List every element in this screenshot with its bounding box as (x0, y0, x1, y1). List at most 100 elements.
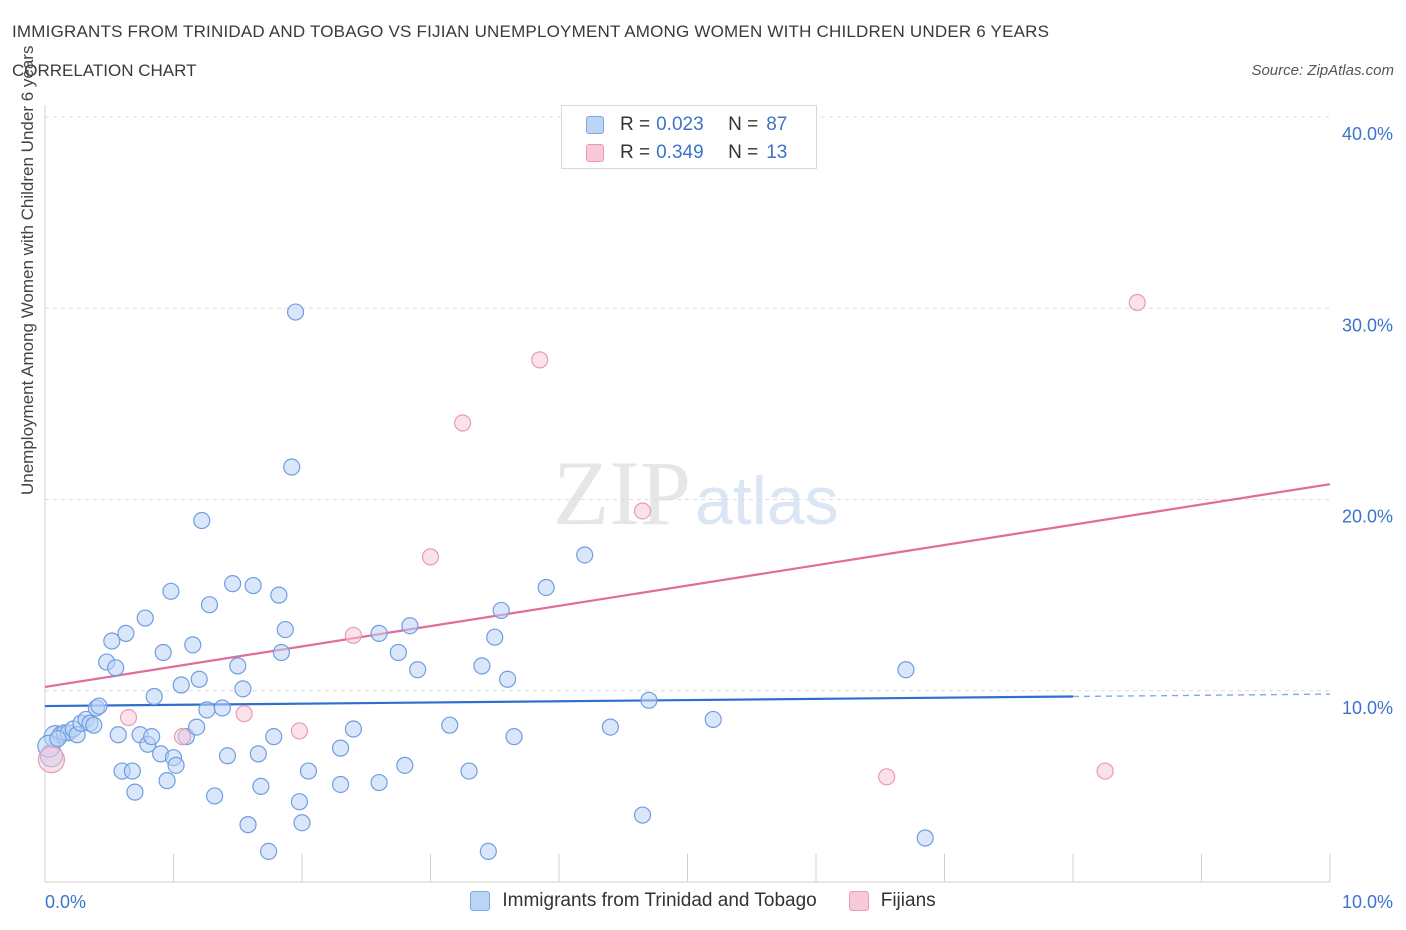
point-trinidad (200, 596, 219, 614)
series-legend: Immigrants from Trinidad and Tobago Fiji… (0, 890, 1406, 912)
axis-layer (44, 105, 1331, 883)
point-trinidad (198, 701, 216, 719)
point-trinidad (704, 710, 722, 729)
point-trinidad (167, 756, 185, 774)
point-trinidad (184, 636, 202, 654)
point-trinidad (229, 657, 247, 675)
point-trinidad (244, 576, 262, 595)
point-trinidad (505, 728, 523, 746)
legend-swatch-pink (586, 144, 604, 162)
point-trinidad (601, 718, 620, 736)
point-fijian (290, 722, 309, 740)
point-trinidad (401, 617, 419, 635)
point-trinidad (916, 829, 934, 847)
point-trinidad (283, 458, 301, 476)
point-fijian (344, 626, 362, 644)
legend-r-value: 0.023 (656, 114, 704, 135)
stats-legend: R = 0.023 N = 87 R = 0.349 N = 13 (561, 105, 817, 169)
series-swatch-blue (470, 891, 491, 911)
point-trinidad (370, 773, 388, 792)
legend-r-label: R = (620, 114, 651, 135)
trendline-fijians (44, 483, 1331, 689)
legend-row-trinidad: R = 0.023 N = 87 (586, 114, 787, 136)
point-trinidad (396, 756, 414, 774)
point-trinidad (126, 783, 144, 801)
point-fijian (119, 708, 138, 727)
point-trinidad (265, 728, 283, 746)
source-credit: Source: ZipAtlas.com (1251, 62, 1394, 79)
point-fijian (1128, 293, 1146, 312)
point-fijian (421, 548, 440, 566)
trendline-trinidad-extension (1072, 693, 1331, 698)
point-trinidad (162, 582, 180, 600)
point-trinidad (158, 772, 176, 790)
point-trinidad (206, 787, 224, 805)
point-trinidad (633, 806, 652, 824)
legend-r-value: 0.349 (656, 142, 704, 163)
points-layer (37, 293, 1146, 861)
point-trinidad (389, 643, 407, 662)
point-trinidad (49, 729, 67, 748)
point-trinidad (172, 676, 190, 694)
tick-label-layer: 10.0% 20.0% 30.0% 40.0% 0.0% 10.0% (45, 124, 1393, 912)
legend-row-fijians: R = 0.349 N = 13 (586, 142, 787, 164)
legend-n-label: N = (728, 142, 759, 163)
legend-n-value: 13 (766, 142, 788, 163)
point-trinidad (252, 777, 270, 795)
point-trinidad (123, 762, 141, 780)
point-trinidad (224, 575, 242, 593)
point-trinidad (299, 762, 318, 780)
point-fijian (37, 745, 66, 774)
point-trinidad (293, 814, 311, 832)
point-trinidad (499, 670, 517, 688)
point-trinidad (190, 670, 208, 688)
watermark-atlas: atlas (695, 463, 839, 539)
point-trinidad (109, 726, 127, 744)
point-trinidad (270, 586, 288, 604)
point-trinidad (136, 609, 154, 627)
point-trinidad (473, 657, 491, 675)
legend-swatch-blue (586, 116, 604, 134)
point-trinidad (409, 661, 427, 679)
watermark-zip: ZIP (553, 442, 691, 544)
point-fijian (633, 502, 652, 520)
point-trinidad (331, 739, 350, 757)
point-trinidad (239, 816, 257, 834)
point-trinidad (249, 745, 267, 763)
point-trinidad (154, 643, 172, 662)
point-trinidad (290, 793, 309, 811)
point-fijian (1096, 762, 1114, 780)
series-legend-item-fijians[interactable]: Fijians (848, 890, 936, 912)
point-trinidad (576, 546, 594, 564)
point-trinidad (640, 691, 658, 709)
point-trinidad (107, 659, 125, 677)
point-trinidad (218, 747, 237, 765)
y-tick-label: 30.0% (1342, 315, 1393, 335)
point-trinidad (537, 578, 555, 597)
point-fijian (454, 414, 472, 432)
point-trinidad (259, 842, 278, 861)
y-axis-label: Unemployment Among Women with Children U… (18, 45, 37, 495)
point-trinidad (276, 620, 294, 639)
point-trinidad (188, 718, 206, 736)
trendline-trinidad (44, 695, 1074, 708)
point-trinidad (460, 762, 478, 780)
chart-subtitle: CORRELATION CHART (12, 61, 197, 80)
y-tick-label: 20.0% (1342, 507, 1393, 527)
point-trinidad (234, 680, 252, 698)
point-trinidad (492, 601, 510, 620)
point-trinidad (286, 303, 305, 321)
legend-r-label: R = (620, 142, 651, 163)
point-fijian (878, 768, 896, 786)
point-trinidad (193, 511, 211, 530)
point-trinidad (897, 661, 915, 679)
point-trinidad (85, 716, 103, 734)
legend-n-value: 87 (766, 114, 788, 135)
point-trinidad (486, 628, 504, 646)
y-tick-label: 10.0% (1342, 698, 1393, 718)
series-legend-item-trinidad[interactable]: Immigrants from Trinidad and Tobago (470, 890, 817, 912)
point-fijian (235, 705, 253, 723)
watermark: ZIPatlas (553, 440, 839, 546)
chart-title: IMMIGRANTS FROM TRINIDAD AND TOBAGO VS F… (12, 22, 1050, 41)
